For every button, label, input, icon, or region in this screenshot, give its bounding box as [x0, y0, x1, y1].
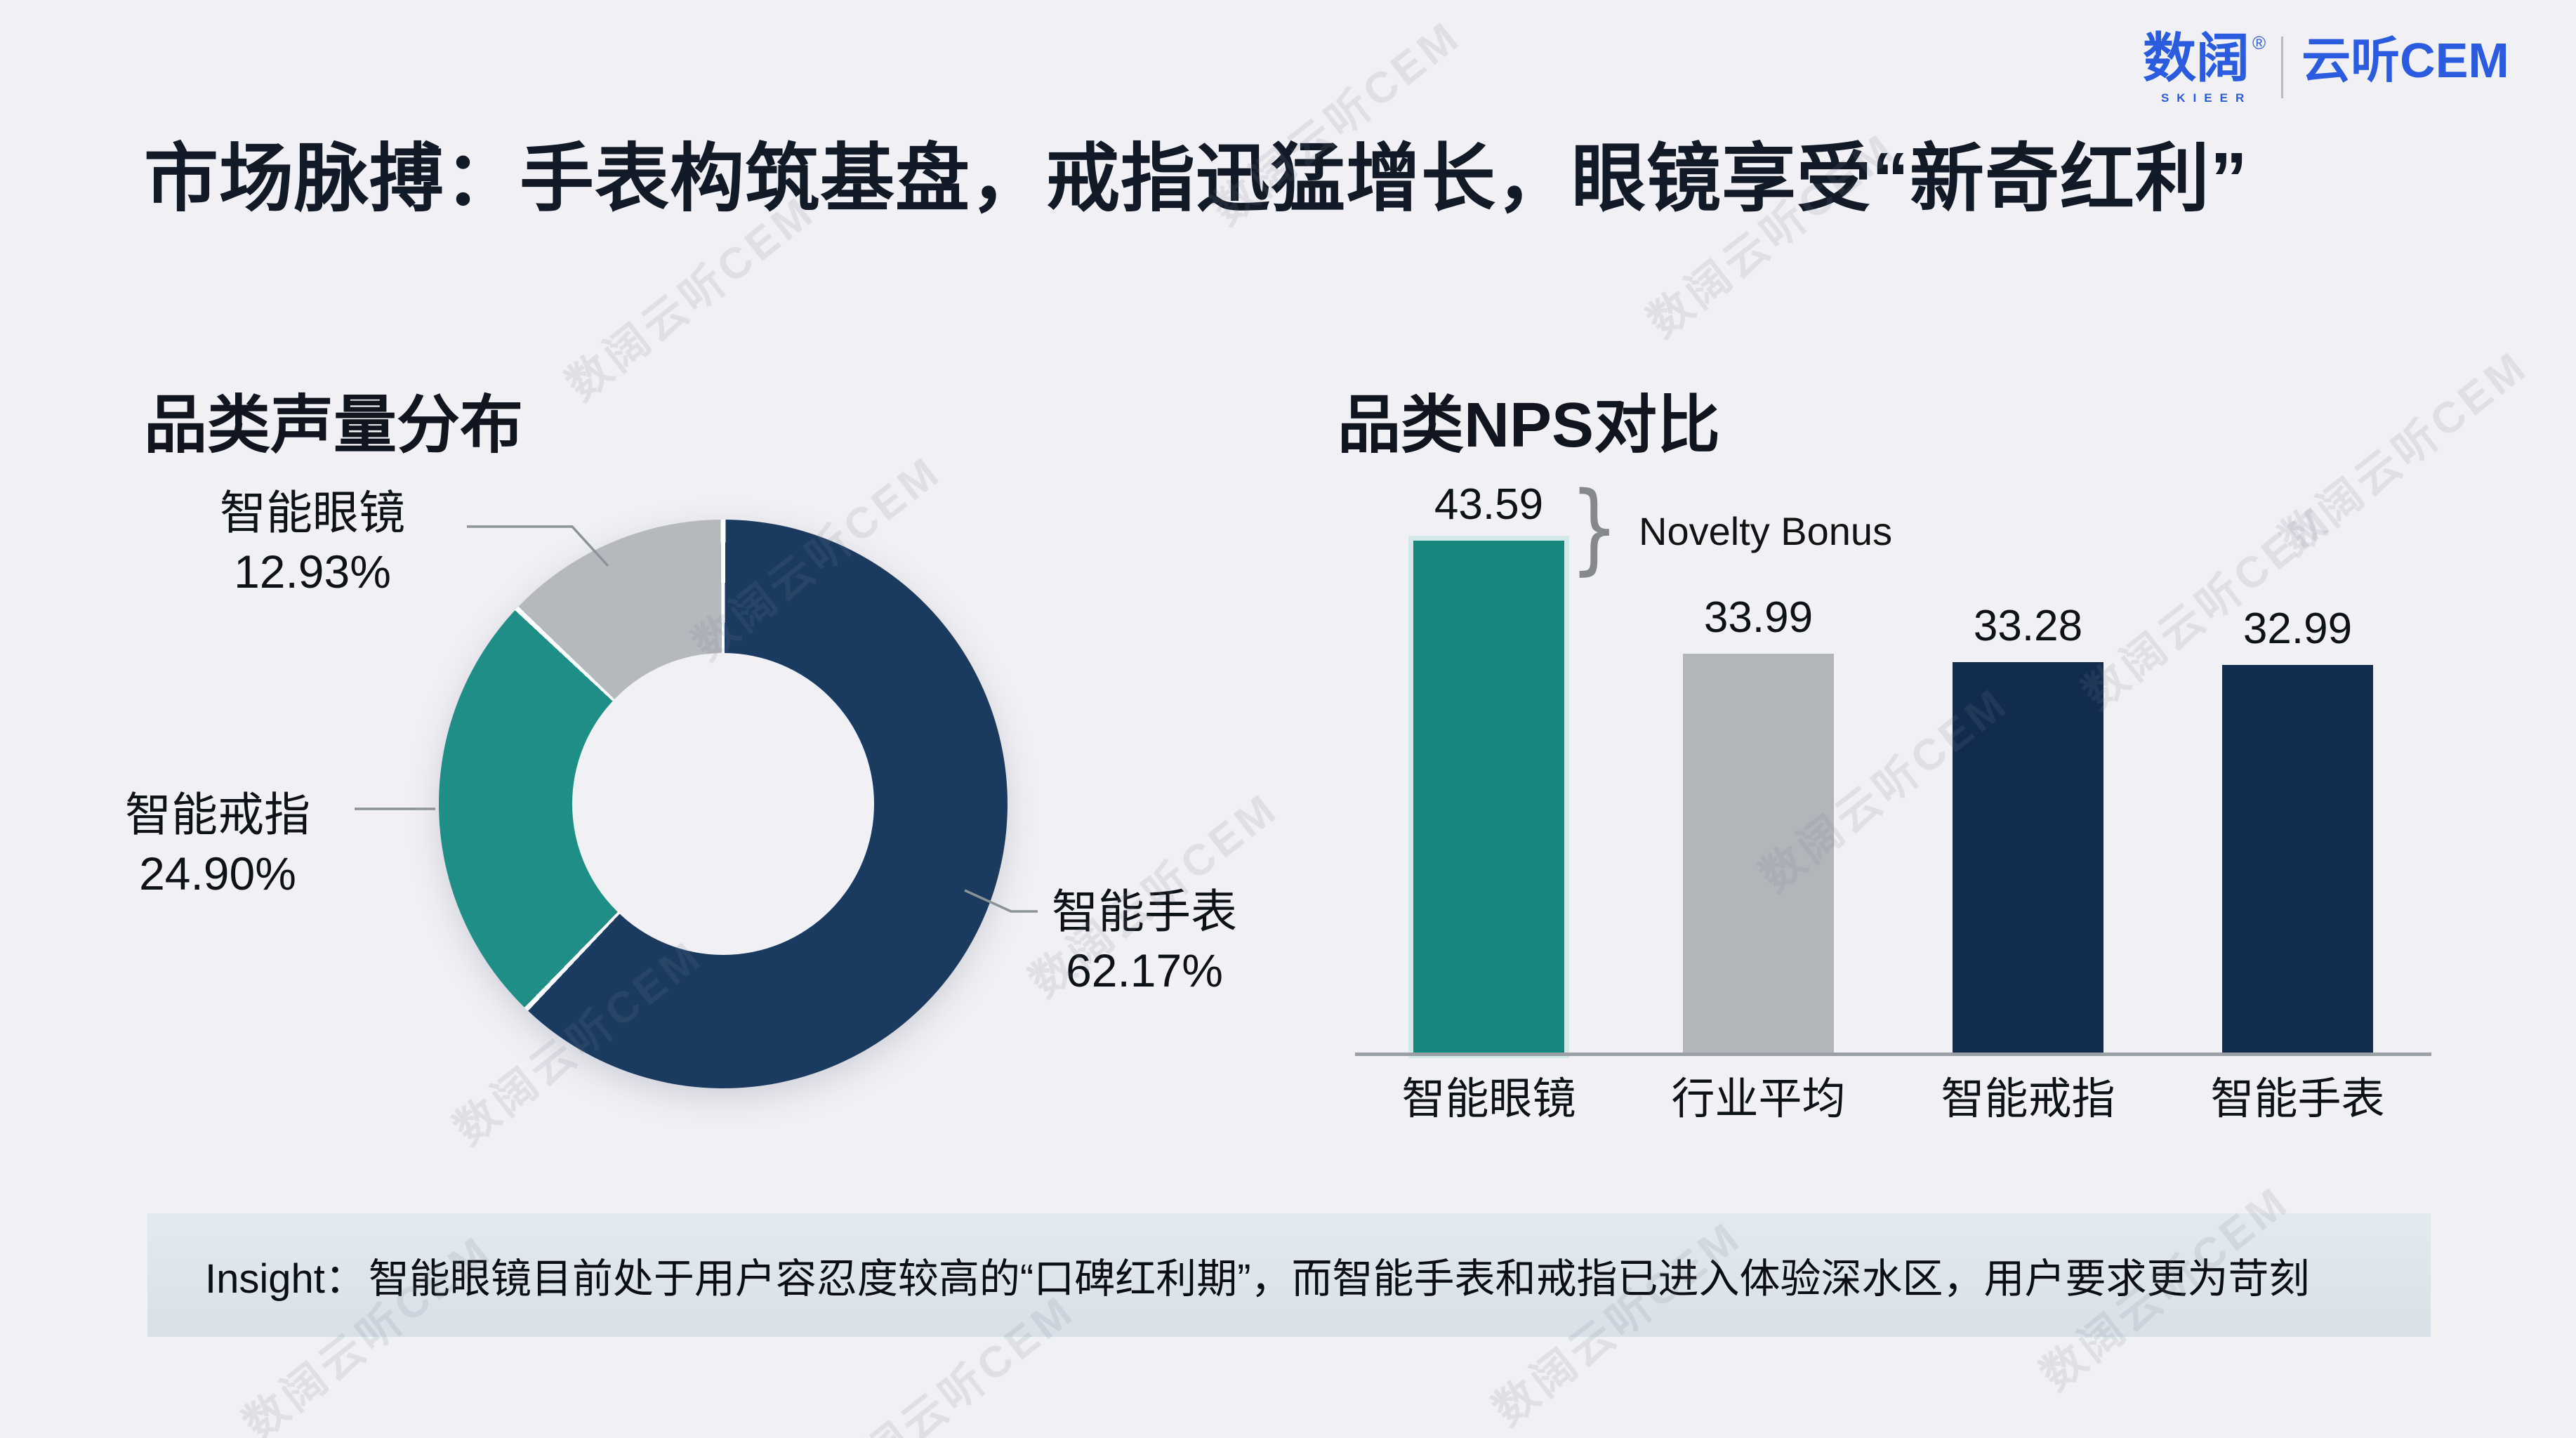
donut-label-ring-value: 24.90% — [139, 847, 296, 900]
donut-label-glasses-value: 12.93% — [234, 546, 391, 598]
bar-智能戒指 — [1953, 662, 2103, 1053]
logo-brand-block: 数阔 ® SKIEER — [2143, 32, 2266, 105]
bar-value-label: 43.59 — [1434, 480, 1544, 529]
watermark-text: 数阔云听CEM — [2271, 341, 2537, 565]
donut-label-ring: 智能戒指 24.90% — [67, 785, 369, 904]
donut-label-watch-name: 智能手表 — [1052, 885, 1237, 937]
donut-label-watch-value: 62.17% — [1066, 944, 1223, 997]
bar-智能眼镜 — [1413, 541, 1564, 1053]
registered-trademark-icon: ® — [2252, 32, 2266, 53]
x-axis-line — [1355, 1053, 2431, 1056]
logo-subtext: SKIEER — [2160, 91, 2252, 105]
donut-label-watch: 智能手表 62.17% — [993, 882, 1295, 1001]
donut-label-glasses: 智能眼镜 12.93% — [161, 483, 463, 602]
brand-logo: 数阔 ® SKIEER 云听CEM — [2143, 32, 2509, 105]
bar-行业平均 — [1683, 654, 1834, 1053]
logo-product-text: 云听CEM — [2301, 33, 2509, 88]
page-title: 市场脉搏：手表构筑基盘，戒指迅猛增长，眼镜享受“新奇红利” — [144, 138, 2248, 220]
donut-label-ring-name: 智能戒指 — [125, 789, 310, 840]
logo-divider — [2281, 37, 2284, 98]
insight-label: Insight： — [205, 1256, 366, 1302]
donut-chart-title: 品类声量分布 — [144, 390, 523, 461]
bar-chart-title: 品类NPS对比 — [1337, 390, 1721, 461]
donut-hole — [572, 653, 874, 955]
bar-category-label: 智能手表 — [2210, 1075, 2385, 1123]
bar-value-label: 33.99 — [1703, 593, 1814, 642]
bar-category-label: 智能戒指 — [1941, 1075, 2115, 1123]
donut-chart — [439, 520, 1008, 1088]
bar-智能手表 — [2222, 665, 2373, 1053]
bar-category-label: 行业平均 — [1671, 1075, 1846, 1123]
annotation-novelty-bonus: Novelty Bonus — [1639, 509, 1893, 553]
insight-text: 智能眼镜目前处于用户容忍度较高的“口碑红利期”，而智能手表和戒指已进入体验深水区… — [368, 1256, 2310, 1302]
insight-box: Insight： 智能眼镜目前处于用户容忍度较高的“口碑红利期”，而智能手表和戒指… — [147, 1213, 2431, 1340]
bar-value-label: 33.28 — [1973, 602, 2083, 650]
donut-label-glasses-name: 智能眼镜 — [220, 487, 405, 539]
annotation-brace-icon: } — [1570, 471, 1619, 586]
bar-category-label: 智能眼镜 — [1401, 1075, 1576, 1123]
bar-value-label: 32.99 — [2243, 605, 2353, 653]
logo-brand-text: 数阔 — [2143, 29, 2250, 88]
